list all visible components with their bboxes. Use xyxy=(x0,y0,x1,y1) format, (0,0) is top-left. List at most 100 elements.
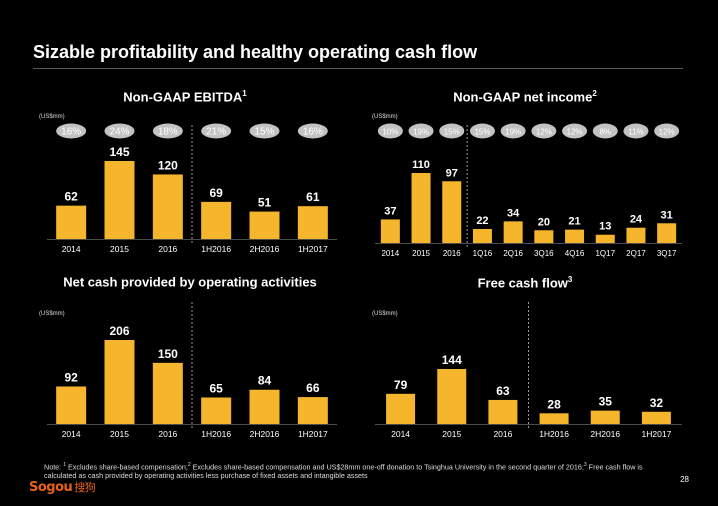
margin-label: 8% xyxy=(599,128,611,137)
chart-title-footnote: 2 xyxy=(592,89,597,98)
tick-label: 1Q17 xyxy=(595,249,615,258)
tick-label: 2015 xyxy=(110,429,129,439)
bar xyxy=(249,389,280,424)
margin-pill xyxy=(152,123,183,139)
data-label: 61 xyxy=(306,190,320,204)
margin-label: 18% xyxy=(158,127,178,138)
margin-pill xyxy=(469,123,495,139)
margin-label: 15% xyxy=(444,128,460,137)
bar xyxy=(297,206,328,239)
bar xyxy=(56,205,87,239)
bar xyxy=(437,369,467,424)
chart-title-text: Non-GAAP EBITDA xyxy=(123,89,243,105)
sogou-logo: Sogou 搜狗 xyxy=(29,479,96,495)
data-label: 35 xyxy=(599,395,613,409)
data-label: 20 xyxy=(538,216,550,228)
footnote: Note: 1 Excludes share-based compensatio… xyxy=(44,461,654,480)
margin-label: 15% xyxy=(254,127,274,138)
data-label: 63 xyxy=(496,384,510,398)
margin-label: 10% xyxy=(382,128,398,137)
margin-pill xyxy=(439,123,465,139)
margin-pill xyxy=(654,123,680,139)
bar xyxy=(297,397,328,424)
margin-label: 12% xyxy=(659,128,675,137)
data-label: 206 xyxy=(109,324,129,338)
tick-label: 2014 xyxy=(62,244,81,254)
margin-label: 12% xyxy=(536,128,552,137)
bar xyxy=(201,397,232,424)
data-label: 110 xyxy=(412,159,430,171)
bar xyxy=(104,340,135,424)
margin-pill xyxy=(500,123,526,139)
margin-label: 16% xyxy=(61,127,81,138)
bar xyxy=(488,399,518,424)
bar xyxy=(590,410,620,424)
note-2: Excludes share-based compensation and US… xyxy=(190,462,584,472)
data-label: 62 xyxy=(64,190,78,204)
bar xyxy=(201,201,232,239)
tick-label: 1H2016 xyxy=(201,429,231,439)
bar xyxy=(249,211,280,239)
data-label: 21 xyxy=(568,216,580,228)
bar xyxy=(626,227,646,243)
bar xyxy=(539,413,569,424)
page-title: Sizable profitability and healthy operat… xyxy=(33,42,478,62)
bar xyxy=(152,174,183,239)
tick-label: 3Q16 xyxy=(534,249,554,258)
margin-pill xyxy=(201,123,232,139)
chart-unit: (US$mm) xyxy=(39,114,65,120)
data-label: 65 xyxy=(209,381,223,395)
chart-title-text: Net cash provided by operating activitie… xyxy=(63,274,317,290)
bar xyxy=(380,219,400,243)
data-label: 28 xyxy=(547,397,561,411)
data-label: 34 xyxy=(507,207,520,219)
margin-pill xyxy=(56,123,87,139)
tick-label: 2016 xyxy=(443,249,461,258)
margin-pill xyxy=(377,123,403,139)
chart-title-text: Free cash flow xyxy=(477,275,568,291)
data-label: 145 xyxy=(109,145,129,159)
data-label: 97 xyxy=(446,167,458,179)
bar xyxy=(56,386,87,424)
chart-title-free-cash-flow: Free cash flow3 xyxy=(430,275,620,290)
data-label: 51 xyxy=(258,196,272,210)
margin-label: 16% xyxy=(303,127,323,138)
margin-pill xyxy=(249,123,280,139)
chart-title-footnote: 1 xyxy=(242,89,247,98)
data-label: 120 xyxy=(158,158,178,172)
bar xyxy=(386,393,416,424)
bar xyxy=(534,230,554,243)
tick-label: 2016 xyxy=(158,244,177,254)
data-label: 32 xyxy=(650,396,664,410)
tick-label: 2014 xyxy=(62,429,81,439)
tick-label: 1Q16 xyxy=(473,249,493,258)
data-label: 13 xyxy=(599,221,611,233)
title-divider xyxy=(33,68,683,69)
tick-label: 1H2017 xyxy=(642,429,672,439)
bar xyxy=(104,161,135,239)
margin-pill xyxy=(623,123,649,139)
tick-label: 1H2017 xyxy=(298,429,328,439)
margin-pill xyxy=(531,123,557,139)
margin-pill xyxy=(592,123,618,139)
logo-cn: 搜狗 xyxy=(74,481,96,494)
tick-label: 2015 xyxy=(412,249,430,258)
bar xyxy=(152,362,183,424)
tick-label: 2015 xyxy=(110,244,129,254)
margin-pill xyxy=(297,123,328,139)
tick-label: 1H2016 xyxy=(539,429,569,439)
tick-label: 2016 xyxy=(493,429,512,439)
tick-label: 2016 xyxy=(158,429,177,439)
margin-label: 19% xyxy=(505,128,521,137)
bar xyxy=(641,411,671,424)
bar xyxy=(565,229,585,243)
data-label: 22 xyxy=(476,215,488,227)
data-label: 92 xyxy=(64,370,78,384)
margin-label: 24% xyxy=(109,127,129,138)
tick-label: 4Q16 xyxy=(565,249,585,258)
chart-title-net-income: Non-GAAP net income2 xyxy=(400,89,650,104)
